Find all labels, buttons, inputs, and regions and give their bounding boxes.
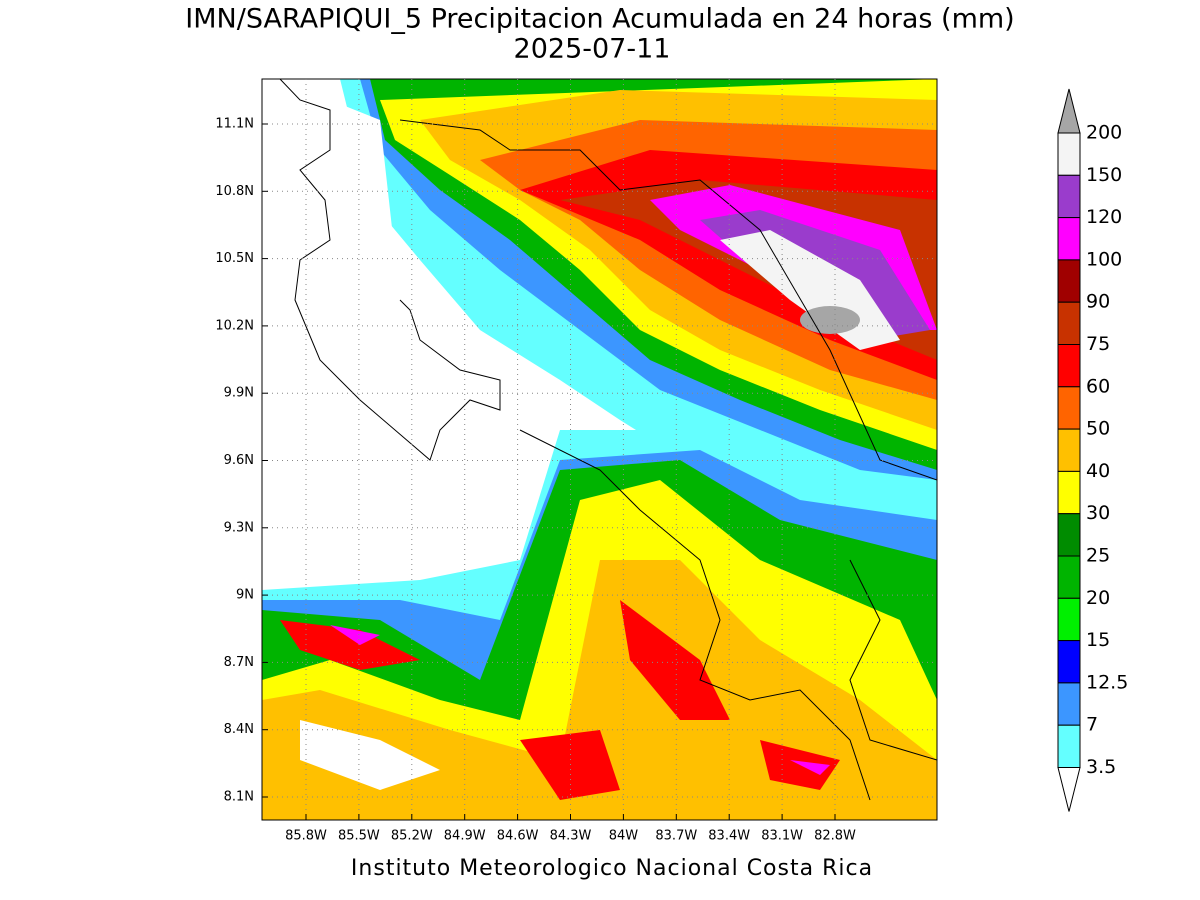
colorbar-box bbox=[1057, 344, 1081, 388]
lon-tick-label: 84.6W bbox=[497, 829, 539, 844]
lat-tick-label: 10.2N bbox=[215, 318, 254, 333]
lat-tick-label: 11.1N bbox=[215, 117, 254, 132]
colorbar-label: 75 bbox=[1086, 333, 1110, 355]
colorbar-label: 20 bbox=[1086, 587, 1110, 609]
colorbar-box bbox=[1057, 174, 1081, 219]
colorbar-box bbox=[1057, 640, 1081, 684]
lon-tick-label: 83.1W bbox=[761, 829, 803, 844]
colorbar-label: 3.5 bbox=[1086, 756, 1116, 778]
lon-tick-label: 85.5W bbox=[338, 829, 380, 844]
colorbar-label: 15 bbox=[1086, 629, 1110, 651]
plot-frame bbox=[261, 78, 938, 821]
colorbar-label: 200 bbox=[1086, 122, 1122, 144]
colorbar-box bbox=[1057, 513, 1081, 557]
colorbar-box bbox=[1057, 217, 1081, 261]
colorbar-box bbox=[1057, 555, 1081, 599]
lon-tick-label: 84.3W bbox=[550, 829, 592, 844]
date: 2025-07-11 bbox=[514, 34, 671, 65]
colorbar-box bbox=[1057, 682, 1081, 726]
footer: Instituto Meteorologico Nacional Costa R… bbox=[351, 856, 873, 881]
colorbar-label: 60 bbox=[1086, 375, 1110, 397]
lon-tick-label: 83.7W bbox=[655, 829, 697, 844]
colorbar-box bbox=[1057, 386, 1081, 430]
lon-tick-label: 84W bbox=[609, 829, 639, 844]
lon-tick-label: 85.2W bbox=[391, 829, 433, 844]
lat-tick-label: 9.6N bbox=[224, 453, 254, 468]
colorbar-box bbox=[1057, 597, 1081, 642]
lat-tick-label: 8.4N bbox=[224, 722, 254, 737]
lon-tick-label: 82.8W bbox=[814, 829, 856, 844]
lat-tick-label: 8.7N bbox=[224, 655, 254, 670]
colorbar-label: 120 bbox=[1086, 206, 1122, 228]
lat-tick-label: 10.5N bbox=[215, 251, 254, 266]
colorbar-label: 90 bbox=[1086, 291, 1110, 313]
colorbar-box bbox=[1057, 132, 1081, 176]
colorbar-label: 100 bbox=[1086, 248, 1122, 270]
colorbar-label: 150 bbox=[1086, 164, 1122, 186]
colorbar-label: 50 bbox=[1086, 418, 1110, 440]
lat-tick-label: 9.3N bbox=[224, 520, 254, 535]
lat-tick-label: 8.1N bbox=[224, 790, 254, 805]
precip-field bbox=[262, 79, 937, 820]
colorbar-box bbox=[1057, 301, 1081, 346]
title: IMN/SARAPIQUI_5 Precipitacion Acumulada … bbox=[185, 4, 1014, 35]
colorbar-over bbox=[1057, 88, 1081, 134]
lon-tick-label: 84.9W bbox=[444, 829, 486, 844]
lon-tick-label: 83.4W bbox=[708, 829, 750, 844]
colorbar-box bbox=[1057, 470, 1081, 515]
colorbar-label: 25 bbox=[1086, 545, 1110, 567]
colorbar-label: 30 bbox=[1086, 502, 1110, 524]
lat-tick-label: 10.8N bbox=[215, 184, 254, 199]
colorbar-box bbox=[1057, 259, 1081, 303]
colorbar-label: 12.5 bbox=[1086, 671, 1128, 693]
colorbar-label: 7 bbox=[1086, 714, 1098, 736]
colorbar-label: 40 bbox=[1086, 460, 1110, 482]
colorbar-box bbox=[1057, 724, 1081, 769]
colorbar-box bbox=[1057, 428, 1081, 472]
lat-tick-label: 9.9N bbox=[224, 386, 254, 401]
colorbar-under bbox=[1057, 767, 1081, 812]
lat-tick-label: 9N bbox=[236, 588, 254, 603]
lon-tick-label: 85.8W bbox=[285, 829, 327, 844]
